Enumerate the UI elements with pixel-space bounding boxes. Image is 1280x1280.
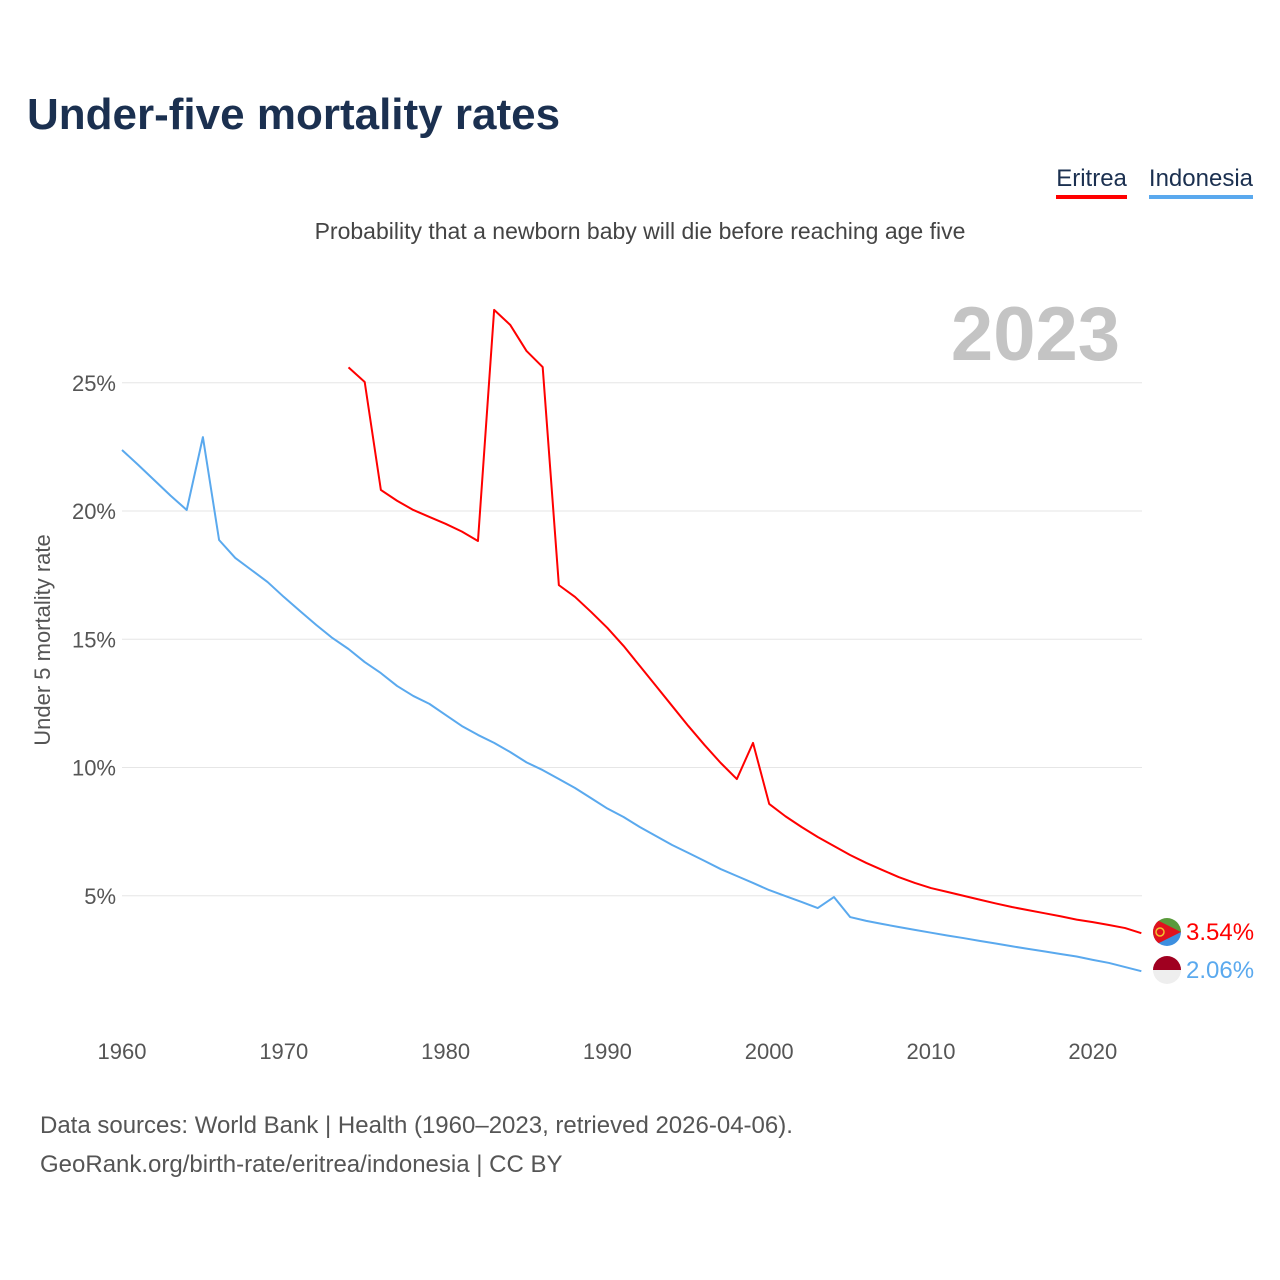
series-line-indonesia[interactable] [121,436,1142,973]
y-tick-label: 25% [72,371,116,396]
x-tick-label: 2020 [1068,1039,1117,1064]
legend: Eritrea Indonesia [1056,165,1253,199]
y-tick-label: 15% [72,627,116,652]
x-tick-label: 1960 [98,1039,147,1064]
data-source: Data sources: World Bank | Health (1960–… [40,1112,793,1139]
y-tick-label: 10% [72,756,116,781]
indonesia-flag-icon [1153,956,1181,984]
legend-indonesia[interactable]: Indonesia [1148,165,1253,199]
y-tick-label: 5% [84,884,116,909]
legend-eritrea[interactable]: Eritrea [1056,165,1127,199]
eritrea-end-value: 3.54% [1186,919,1254,946]
source-link[interactable]: GeoRank.org/birth-rate/eritrea/indonesia… [40,1151,563,1178]
year-label: 2023 [951,292,1120,377]
y-tick-label: 20% [72,499,116,524]
eritrea-flag-icon [1153,918,1181,946]
chart-subtitle: Probability that a newborn baby will die… [314,218,966,244]
x-tick-label: 1990 [583,1039,632,1064]
x-tick-label: 1980 [421,1039,470,1064]
y-axis-label: Under 5 mortality rate [30,534,55,746]
series-line-eritrea[interactable] [347,308,1142,935]
chart-title: Under-five mortality rates [27,90,561,139]
x-tick-label: 2010 [907,1039,956,1064]
x-tick-label: 2000 [745,1039,794,1064]
footer: Data sources: World Bank | Health (1960–… [40,1106,793,1184]
x-tick-label: 1970 [259,1039,308,1064]
indonesia-end-value: 2.06% [1186,957,1254,984]
